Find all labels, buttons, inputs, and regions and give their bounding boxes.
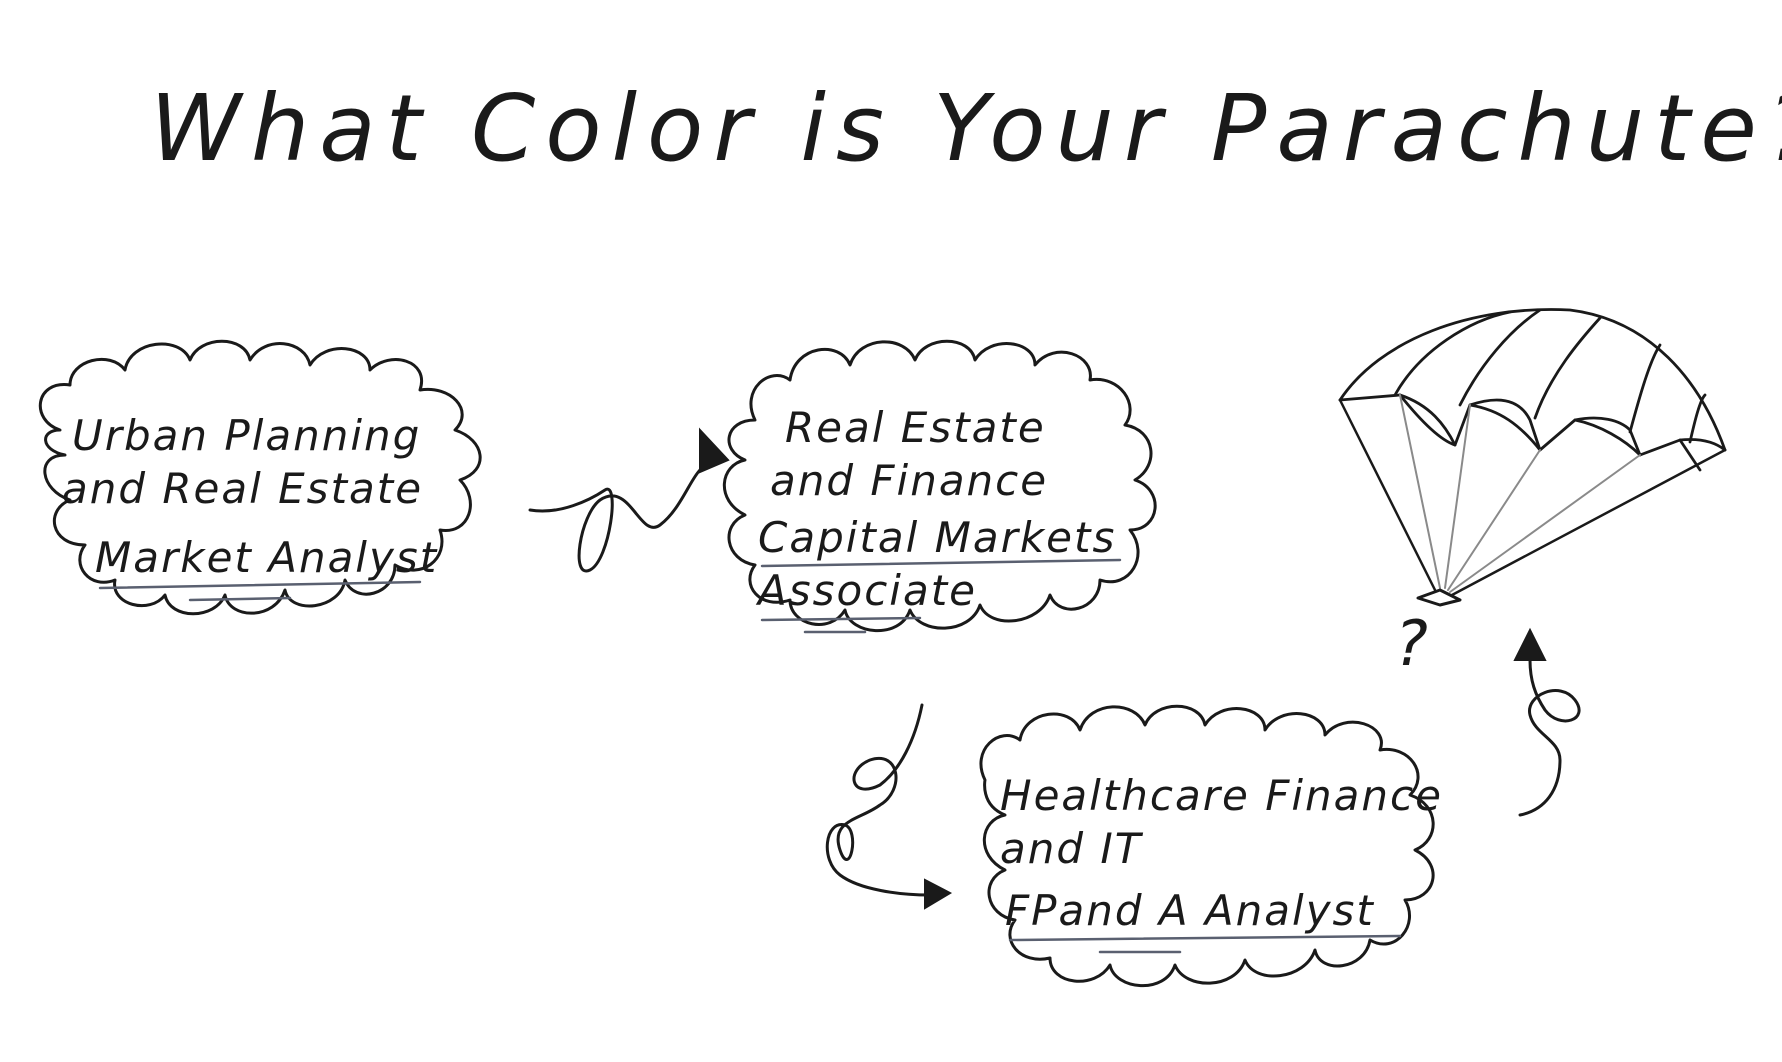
node-realestate-line1: Real Estate xyxy=(785,403,1046,452)
parachute-harness xyxy=(1416,588,1462,607)
node-healthcare-line1: Healthcare Finance xyxy=(1000,771,1443,820)
node-realestate-line2: and Finance xyxy=(770,456,1048,505)
connector-urban-to-realestate xyxy=(528,427,730,573)
role-underline xyxy=(760,616,922,622)
role-underline-short xyxy=(188,596,292,602)
node-healthcare-finance: Healthcare Finance and IT FPand A Analys… xyxy=(979,704,1443,988)
diagram-title: What Color is Your Parachute? xyxy=(150,75,1782,182)
parachute-cord xyxy=(1450,448,1727,597)
cloud-outline xyxy=(722,339,1157,633)
role-underline xyxy=(1008,934,1402,942)
arrowhead-icon xyxy=(924,878,953,910)
parachute-ribs xyxy=(1393,308,1707,444)
parachute-question-mark: ? xyxy=(1395,607,1430,680)
cloud-outline xyxy=(979,704,1435,988)
parachute-cord xyxy=(1449,454,1641,593)
node-urban-planning: Urban Planning and Real Estate Market An… xyxy=(38,339,482,616)
role-underline xyxy=(760,558,1122,568)
connector-realestate-to-healthcare xyxy=(825,703,953,910)
parachute-canopy-lower xyxy=(1398,393,1702,472)
node-realestate-role2: Associate xyxy=(755,566,977,615)
node-realestate-role1: Capital Markets xyxy=(758,513,1116,562)
node-urban-line1: Urban Planning xyxy=(72,411,421,460)
connector-line xyxy=(1518,658,1581,817)
node-urban-role: Market Analyst xyxy=(95,533,438,582)
connector-line xyxy=(825,703,932,897)
parachute-cord xyxy=(1338,398,1437,592)
parachute-cord xyxy=(1447,449,1541,591)
connector-line xyxy=(528,438,707,573)
node-healthcare-line2: and IT xyxy=(1000,824,1144,873)
role-underline xyxy=(98,580,422,590)
node-real-estate-finance: Real Estate and Finance Capital Markets … xyxy=(722,339,1157,634)
node-healthcare-role: FPand A Analyst xyxy=(1005,886,1375,935)
arrowhead-icon xyxy=(1513,627,1547,661)
cloud-outline xyxy=(38,339,482,616)
parachute-cord xyxy=(1399,394,1441,589)
parachute-cord xyxy=(1444,404,1471,589)
parachute-canopy-edge xyxy=(1338,393,1727,457)
arrowhead-icon xyxy=(699,427,730,474)
connector-healthcare-to-parachute xyxy=(1513,627,1581,817)
parachute-canopy xyxy=(1338,308,1727,452)
node-urban-line2: and Real Estate xyxy=(62,464,423,513)
parachute-illustration: ? xyxy=(1338,308,1727,680)
